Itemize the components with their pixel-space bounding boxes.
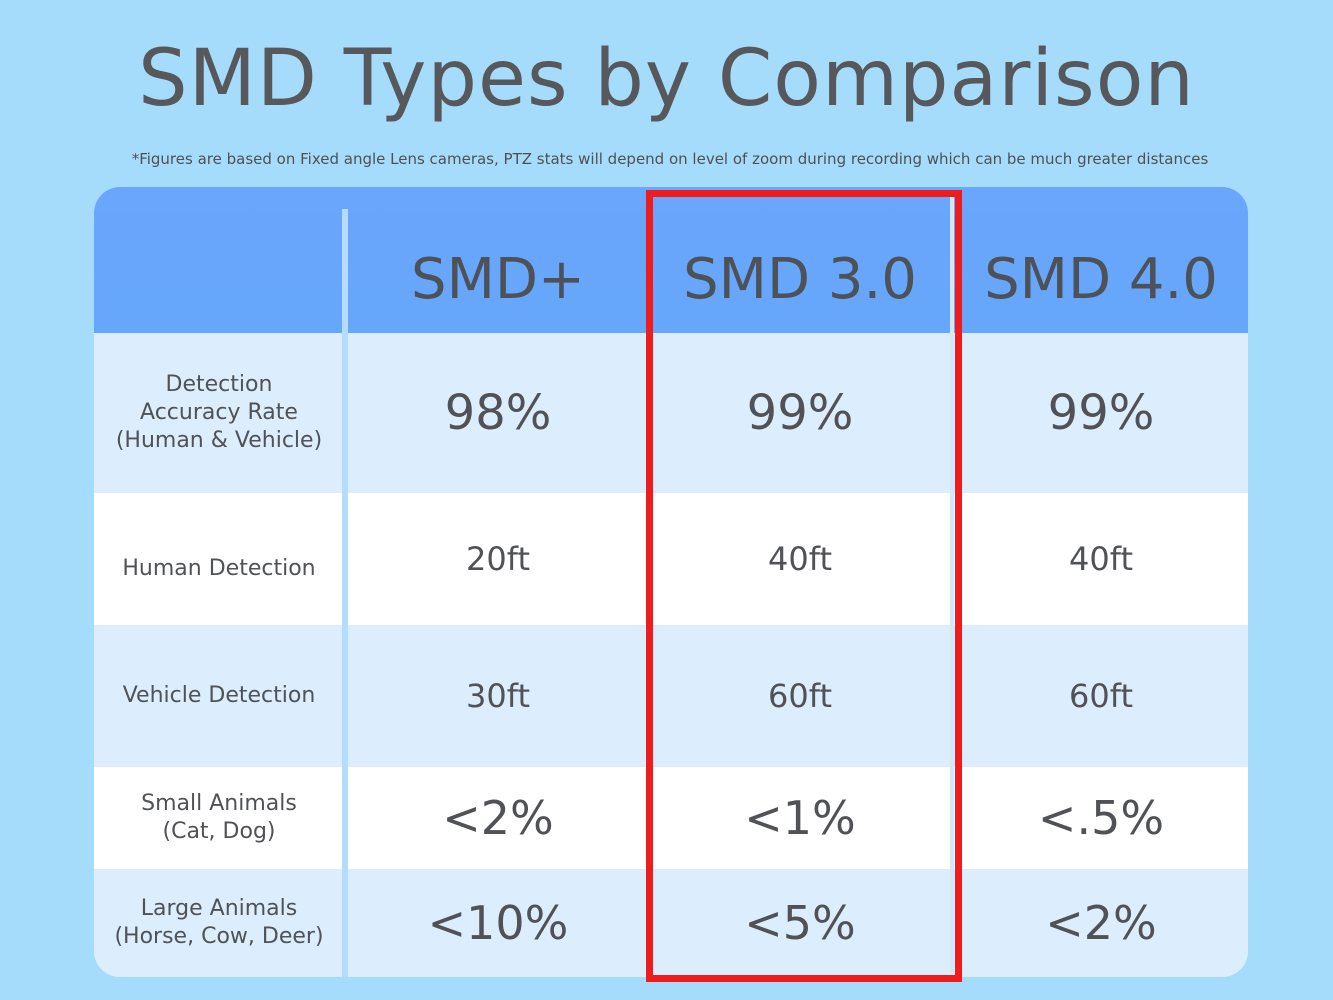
page-title: SMD Types by Comparison [138, 34, 1195, 124]
column-divider [950, 195, 954, 977]
table-cell: 99% [746, 385, 854, 441]
row-label: Small Animals (Cat, Dog) [141, 791, 297, 844]
table-cell: 60ft [1069, 677, 1133, 715]
table-row: Detection Accuracy Rate (Human & Vehicle… [94, 333, 1248, 493]
row-label: Human Detection [122, 556, 316, 581]
table-cell: 99% [1047, 385, 1155, 441]
label-column-divider [342, 209, 348, 977]
table-row: Small Animals (Cat, Dog) <2% <1% <.5% [94, 767, 1248, 869]
table-cell: <2% [1045, 896, 1157, 950]
row-label: Vehicle Detection [122, 683, 316, 708]
table-cell: 60ft [768, 677, 832, 715]
table-row: Large Animals (Horse, Cow, Deer) <10% <5… [94, 869, 1248, 977]
table-header: SMD+ SMD 3.0 SMD 4.0 [94, 187, 1248, 333]
table-cell: 40ft [1069, 540, 1133, 578]
highlight-box-smd-3 [646, 190, 962, 982]
table-cell: <5% [744, 896, 856, 950]
footnote: *Figures are based on Fixed angle Lens c… [131, 150, 1209, 168]
row-label: Detection Accuracy Rate (Human & Vehicle… [115, 372, 323, 453]
table-row: Vehicle Detection 30ft 60ft 60ft [94, 625, 1248, 767]
table-cell: <2% [442, 791, 554, 845]
column-header-smd-3: SMD 3.0 [683, 247, 917, 312]
comparison-table: SMD+ SMD 3.0 SMD 4.0 Detection Accuracy … [94, 187, 1248, 977]
table-cell: <1% [744, 791, 856, 845]
table-cell: 98% [444, 385, 552, 441]
table-cell: 20ft [466, 540, 530, 578]
table-cell: 30ft [466, 677, 530, 715]
column-header-smd-4: SMD 4.0 [984, 247, 1218, 312]
table-cell: <.5% [1037, 791, 1165, 845]
table-cell: 40ft [768, 540, 832, 578]
table-row: Human Detection 20ft 40ft 40ft [94, 493, 1248, 625]
table-cell: <10% [427, 896, 569, 950]
row-label: Large Animals (Horse, Cow, Deer) [114, 896, 324, 949]
column-header-smd-plus: SMD+ [411, 247, 585, 312]
